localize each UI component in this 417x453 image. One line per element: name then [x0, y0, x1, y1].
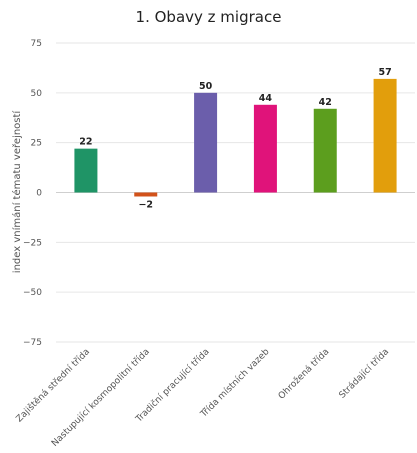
bar — [74, 148, 98, 193]
x-category-label: Nastupující kosmopolitní třída — [50, 347, 152, 449]
data-label: −2 — [138, 199, 153, 210]
y-axis-ticks: 75 50 25 0 −25 −50 −75 — [23, 39, 42, 348]
x-category-label: Ohrožená třída — [277, 347, 332, 402]
y-tick-label: 0 — [36, 189, 42, 199]
data-labels: 22 −2 50 44 42 57 — [79, 67, 391, 211]
bar — [253, 104, 277, 193]
x-category-label: Strádající třída — [337, 347, 391, 401]
y-tick-label: −50 — [23, 288, 42, 298]
grid-lines — [56, 42, 415, 343]
x-category-label: Třída místních vazeb — [198, 347, 271, 420]
y-tick-label: 50 — [31, 89, 43, 99]
y-tick-label: 25 — [31, 139, 42, 149]
bar — [313, 108, 337, 193]
y-tick-label: −75 — [23, 338, 42, 348]
data-label: 44 — [259, 93, 273, 104]
bar — [194, 92, 218, 193]
data-label: 57 — [378, 67, 391, 78]
bars — [74, 78, 397, 197]
data-label: 50 — [199, 81, 213, 92]
bar — [134, 192, 158, 197]
y-tick-label: 75 — [31, 39, 42, 49]
y-axis-title: index vnímání tématu veřejností — [11, 110, 23, 274]
bar — [373, 78, 397, 193]
chart-title: 1. Obavy z migrace — [135, 8, 282, 26]
data-label: 22 — [79, 137, 92, 148]
y-tick-label: −25 — [23, 238, 42, 248]
data-label: 42 — [319, 97, 332, 108]
